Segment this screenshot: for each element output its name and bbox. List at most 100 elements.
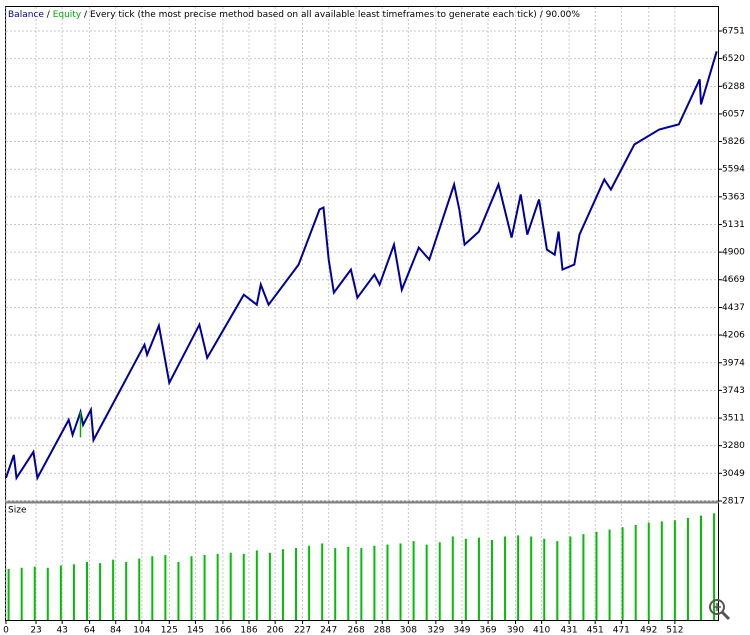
x-tick-label: 471 — [613, 626, 630, 635]
size-bar — [334, 548, 337, 620]
x-tick-label: 288 — [374, 626, 391, 635]
size-bar — [281, 549, 284, 620]
size-bar — [20, 567, 23, 620]
size-bar — [177, 562, 180, 620]
y-tick-label: 5826 — [722, 137, 745, 147]
y-tick-label: 4206 — [722, 331, 745, 341]
legend-balance: Balance — [8, 10, 44, 20]
x-tick-label: 125 — [161, 626, 178, 635]
size-bar — [608, 529, 611, 620]
size-bar — [164, 555, 167, 620]
x-tick-label: 390 — [507, 626, 524, 635]
x-tick-label: 431 — [560, 626, 577, 635]
size-bar — [660, 521, 663, 620]
zoom-icon[interactable] — [709, 599, 731, 621]
x-tick-label: 349 — [453, 626, 470, 635]
size-bar — [321, 543, 324, 620]
x-tick-label: 369 — [479, 626, 496, 635]
size-bar — [412, 541, 415, 620]
size-bar — [569, 536, 572, 620]
size-bar — [308, 545, 311, 620]
x-tick-label: 104 — [133, 626, 150, 635]
size-bar — [216, 553, 219, 620]
y-tick-label: 6057 — [722, 109, 745, 119]
size-bar — [295, 548, 298, 620]
size-bar — [464, 538, 467, 620]
size-bar — [490, 539, 493, 620]
size-bar — [229, 552, 232, 620]
modelling: Every tick (the most precise method base… — [90, 10, 537, 20]
size-bar — [582, 534, 585, 620]
size-bar — [59, 565, 62, 620]
x-tick-label: 84 — [110, 626, 122, 635]
size-bar — [399, 543, 402, 620]
y-tick-label: 4437 — [722, 303, 745, 313]
size-bar — [438, 542, 441, 620]
x-tick-label: 23 — [30, 626, 41, 635]
size-bar — [33, 566, 36, 620]
x-tick-label: 308 — [400, 626, 417, 635]
y-tick-label: 5363 — [722, 192, 745, 202]
size-bar — [112, 559, 115, 620]
y-tick-label: 4669 — [722, 275, 745, 285]
x-tick-label: 43 — [56, 626, 67, 635]
size-title: Size — [8, 506, 27, 516]
size-bar — [634, 524, 637, 620]
x-tick-label: 247 — [320, 626, 337, 635]
x-tick-label: 268 — [348, 626, 365, 635]
legend-equity: Equity — [53, 10, 82, 20]
y-tick-label: 4900 — [722, 248, 745, 258]
size-bar — [151, 556, 154, 620]
series-line — [5, 51, 718, 481]
y-tick-label: 5131 — [722, 220, 745, 230]
header: Balance / Equity / Every tick (the most … — [8, 10, 580, 20]
size-bar — [517, 535, 520, 620]
size-bar — [686, 517, 689, 620]
main-panel — [5, 6, 719, 502]
size-bar — [595, 531, 598, 620]
size-bar — [138, 558, 141, 620]
size-bar — [7, 568, 10, 620]
x-tick-label: 186 — [240, 626, 257, 635]
x-tick-label: 166 — [214, 626, 231, 635]
x-tick-label: 410 — [533, 626, 550, 635]
size-bar — [477, 537, 480, 620]
separator: / — [47, 10, 51, 20]
size-bar — [242, 553, 245, 620]
x-tick-label: 0 — [3, 626, 9, 635]
x-tick-label: 145 — [187, 626, 204, 635]
size-bar — [255, 550, 258, 620]
y-tick-label: 5594 — [722, 165, 745, 175]
size-bar — [99, 563, 102, 620]
y-tick-label: 2817 — [722, 497, 745, 507]
x-tick-label: 64 — [84, 626, 96, 635]
y-tick-label: 3049 — [722, 469, 745, 479]
quality: 90.00% — [546, 10, 581, 20]
size-bar — [347, 546, 350, 620]
size-bar — [268, 552, 271, 620]
x-tick-label: 329 — [427, 626, 444, 635]
y-tick-label: 3974 — [722, 358, 745, 368]
x-tick-label: 512 — [666, 626, 683, 635]
size-bar — [530, 536, 533, 620]
y-tick-label: 6288 — [722, 82, 745, 92]
size-bar — [85, 562, 88, 620]
size-bar — [203, 555, 206, 620]
size-bar — [190, 556, 193, 620]
size-bar — [451, 536, 454, 620]
y-tick-label: 6751 — [722, 27, 745, 37]
y-tick-label: 6520 — [722, 54, 745, 64]
size-bar — [72, 564, 75, 620]
size-bar — [673, 520, 676, 620]
size-bar — [713, 513, 716, 620]
size-bar — [700, 515, 703, 620]
size-bar — [425, 544, 428, 620]
grid — [5, 7, 722, 624]
x-tick-label: 451 — [587, 626, 604, 635]
x-tick-label: 492 — [640, 626, 657, 635]
size-bar — [621, 527, 624, 620]
y-tick-label: 3743 — [722, 386, 745, 396]
size-bar — [647, 522, 650, 620]
